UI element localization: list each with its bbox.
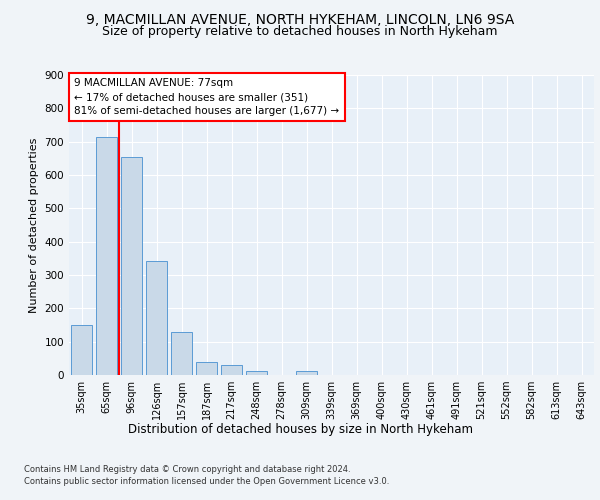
Y-axis label: Number of detached properties: Number of detached properties (29, 138, 39, 312)
Text: 9, MACMILLAN AVENUE, NORTH HYKEHAM, LINCOLN, LN6 9SA: 9, MACMILLAN AVENUE, NORTH HYKEHAM, LINC… (86, 12, 514, 26)
Bar (121, 156, 142, 375)
Text: 9 MACMILLAN AVENUE: 77sqm
← 17% of detached houses are smaller (351)
81% of semi: 9 MACMILLAN AVENUE: 77sqm ← 17% of detac… (74, 78, 340, 116)
Bar (171, 332, 192, 375)
Text: Size of property relative to detached houses in North Hykeham: Size of property relative to detached ho… (102, 25, 498, 38)
Bar (196, 362, 217, 375)
Bar (296, 371, 317, 375)
Bar (246, 371, 267, 375)
Bar (71, 325, 92, 375)
Bar (221, 365, 242, 375)
Text: Distribution of detached houses by size in North Hykeham: Distribution of detached houses by size … (128, 422, 473, 436)
Text: Contains HM Land Registry data © Crown copyright and database right 2024.: Contains HM Land Registry data © Crown c… (24, 465, 350, 474)
Bar (146, 260, 167, 375)
Bar (96, 137, 117, 375)
Text: Contains public sector information licensed under the Open Government Licence v3: Contains public sector information licen… (24, 478, 389, 486)
